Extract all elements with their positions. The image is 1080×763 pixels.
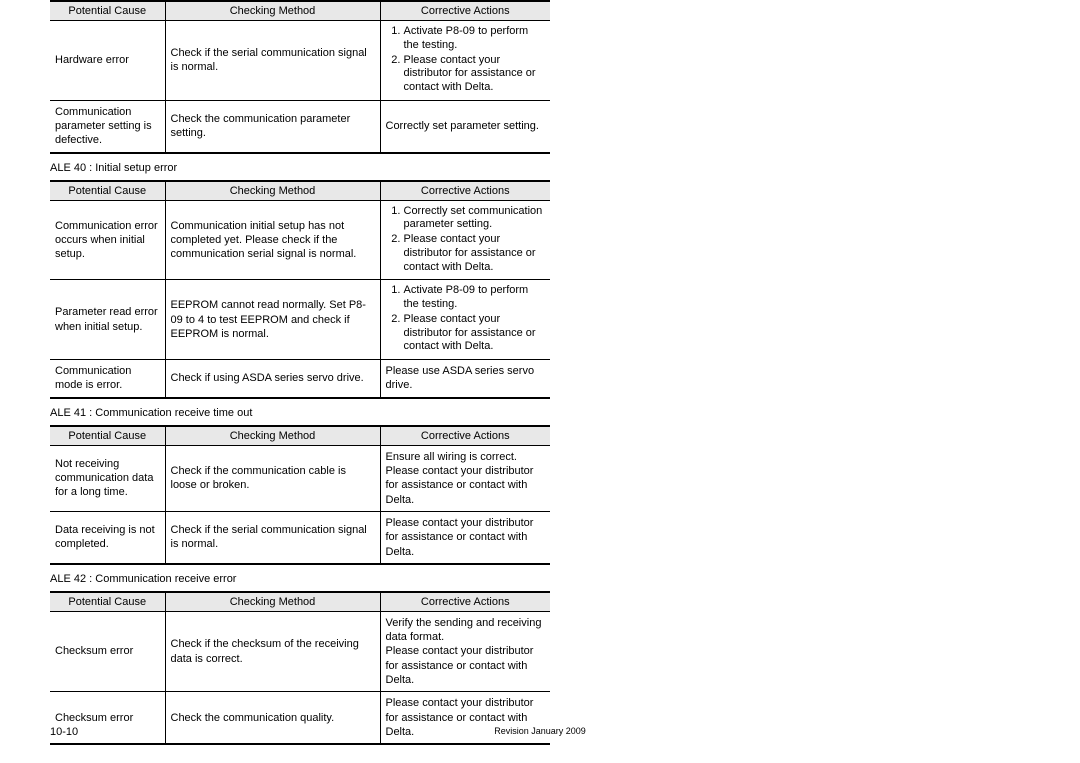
col-check: Checking Method xyxy=(165,1,380,21)
table-row: Checksum error Check if the checksum of … xyxy=(50,611,550,691)
cell-check: Check if the serial communication signal… xyxy=(165,21,380,101)
cell-check: Check if the serial communication signal… xyxy=(165,511,380,563)
table-row: Not receiving communication data for a l… xyxy=(50,445,550,511)
col-cause: Potential Cause xyxy=(50,1,165,21)
col-cause: Potential Cause xyxy=(50,592,165,612)
cell-cause: Data receiving is not completed. xyxy=(50,511,165,563)
cell-check: Check if the checksum of the receiving d… xyxy=(165,611,380,691)
cell-check: Check the communication parameter settin… xyxy=(165,100,380,152)
action-line: Please contact your distributor for assi… xyxy=(386,644,546,687)
cell-action: Activate P8-09 to perform the testing. P… xyxy=(380,280,550,360)
section-heading-ale42: ALE 42 : Communication receive error xyxy=(50,573,550,585)
table-row: Communication parameter setting is defec… xyxy=(50,100,550,152)
table-row: Data receiving is not completed. Check i… xyxy=(50,511,550,563)
cell-check: Check if using ASDA series servo drive. xyxy=(165,360,380,398)
action-item: Activate P8-09 to perform the testing. xyxy=(404,25,546,53)
action-line: Please contact your distributor for assi… xyxy=(386,464,546,507)
cell-cause: Hardware error xyxy=(50,21,165,101)
col-cause: Potential Cause xyxy=(50,181,165,201)
page-number: 10-10 xyxy=(50,726,78,738)
cell-action: Activate P8-09 to perform the testing. P… xyxy=(380,21,550,101)
cell-action: Please use ASDA series servo drive. xyxy=(380,360,550,398)
cell-action: Verify the sending and receiving data fo… xyxy=(380,611,550,691)
cell-check: EEPROM cannot read normally. Set P8-09 t… xyxy=(165,280,380,360)
cell-action: Please contact your distributor for assi… xyxy=(380,511,550,563)
section-heading-ale41: ALE 41 : Communication receive time out xyxy=(50,407,550,419)
table-row: Communication error occurs when initial … xyxy=(50,200,550,280)
page-footer: 10-10 Revision January 2009 xyxy=(50,726,1030,738)
cell-action: Ensure all wiring is correct. Please con… xyxy=(380,445,550,511)
revision-text: Revision January 2009 xyxy=(494,726,586,736)
cell-action: Correctly set parameter setting. xyxy=(380,100,550,152)
col-check: Checking Method xyxy=(165,181,380,201)
troubleshoot-table-1: Potential Cause Checking Method Correcti… xyxy=(50,0,550,154)
col-action: Corrective Actions xyxy=(380,181,550,201)
action-item: Correctly set communication parameter se… xyxy=(404,205,546,233)
col-check: Checking Method xyxy=(165,426,380,446)
cell-cause: Communication error occurs when initial … xyxy=(50,200,165,280)
table-row: Communication mode is error. Check if us… xyxy=(50,360,550,398)
action-item: Please contact your distributor for assi… xyxy=(404,54,546,95)
table-row: Parameter read error when initial setup.… xyxy=(50,280,550,360)
cell-action: Correctly set communication parameter se… xyxy=(380,200,550,280)
table-row: Hardware error Check if the serial commu… xyxy=(50,21,550,101)
cell-check: Check if the communication cable is loos… xyxy=(165,445,380,511)
troubleshoot-table-3: Potential Cause Checking Method Correcti… xyxy=(50,425,550,565)
action-line: Ensure all wiring is correct. xyxy=(386,450,546,464)
content-region: Potential Cause Checking Method Correcti… xyxy=(50,0,550,745)
action-item: Activate P8-09 to perform the testing. xyxy=(404,284,546,312)
action-item: Please contact your distributor for assi… xyxy=(404,233,546,274)
cell-cause: Communication mode is error. xyxy=(50,360,165,398)
col-action: Corrective Actions xyxy=(380,426,550,446)
cell-cause: Checksum error xyxy=(50,611,165,691)
section-heading-ale40: ALE 40 : Initial setup error xyxy=(50,162,550,174)
col-check: Checking Method xyxy=(165,592,380,612)
cell-cause: Communication parameter setting is defec… xyxy=(50,100,165,152)
action-item: Please contact your distributor for assi… xyxy=(404,313,546,354)
cell-cause: Not receiving communication data for a l… xyxy=(50,445,165,511)
action-line: Verify the sending and receiving data fo… xyxy=(386,616,546,645)
cell-check: Communication initial setup has not comp… xyxy=(165,200,380,280)
troubleshoot-table-2: Potential Cause Checking Method Correcti… xyxy=(50,180,550,399)
col-cause: Potential Cause xyxy=(50,426,165,446)
col-action: Corrective Actions xyxy=(380,1,550,21)
troubleshoot-table-4: Potential Cause Checking Method Correcti… xyxy=(50,591,550,745)
cell-cause: Parameter read error when initial setup. xyxy=(50,280,165,360)
col-action: Corrective Actions xyxy=(380,592,550,612)
